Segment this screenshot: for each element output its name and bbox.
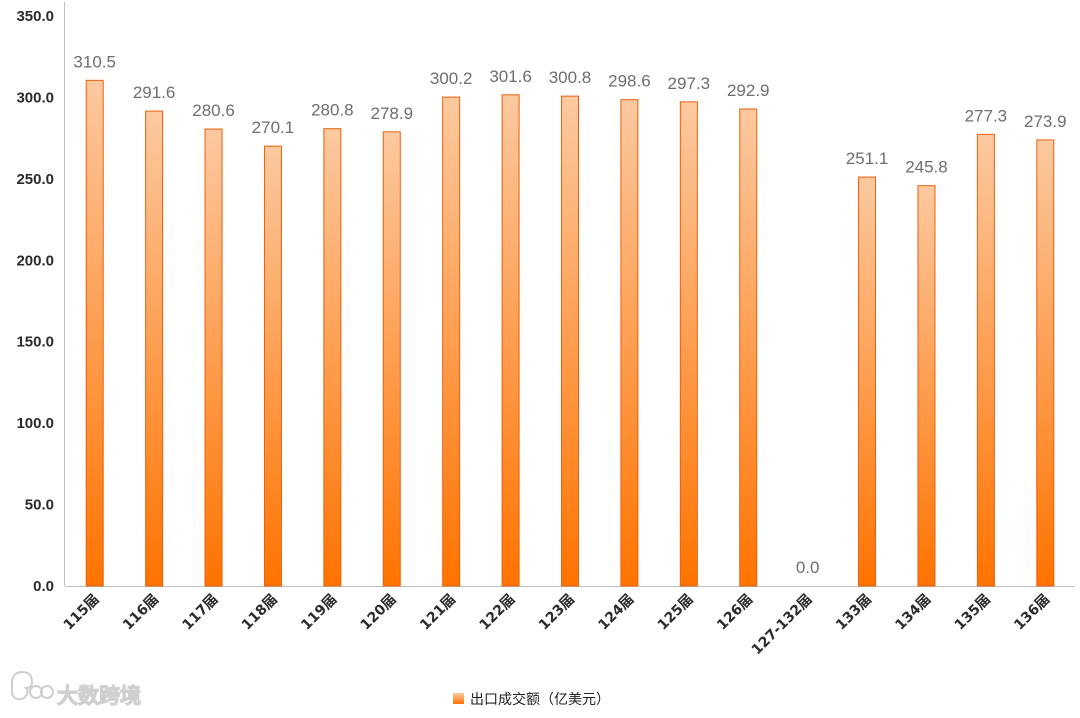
y-tick-label: 0.0 <box>33 578 54 595</box>
data-label: 280.8 <box>311 101 354 120</box>
x-tick-label: 126届 <box>714 592 756 634</box>
data-label: 277.3 <box>965 106 1008 125</box>
bar <box>382 131 401 587</box>
data-label: 300.2 <box>430 69 473 88</box>
y-tick-label: 200.0 <box>16 252 54 269</box>
x-tick-label: 123届 <box>536 592 578 634</box>
bar <box>679 101 698 587</box>
x-tick-label: 117届 <box>179 592 221 634</box>
bar <box>85 79 104 587</box>
data-label: 280.6 <box>192 101 235 120</box>
bar <box>1036 139 1055 587</box>
y-tick-label: 50.0 <box>25 497 54 514</box>
data-label: 278.9 <box>370 104 413 123</box>
bar <box>442 96 461 587</box>
data-label: 291.6 <box>133 83 176 102</box>
legend: 出口成交额（亿美元） <box>453 691 610 708</box>
y-tick-label: 100.0 <box>16 415 54 432</box>
x-tick-label: 116届 <box>120 592 162 634</box>
bar <box>263 145 282 587</box>
x-tick-label: 134届 <box>892 592 934 634</box>
data-label: 298.6 <box>608 72 651 91</box>
bar <box>858 176 877 587</box>
data-label: 270.1 <box>252 118 295 137</box>
x-tick-label: 120届 <box>358 592 400 634</box>
y-tick-label: 300.0 <box>16 89 54 106</box>
x-tick-label: 125届 <box>655 592 697 634</box>
y-axis: 0.0 50.0 100.0 150.0 200.0 250.0 300.0 350.0 <box>16 2 65 595</box>
y-tick-label: 250.0 <box>16 171 54 188</box>
watermark-text: 大数跨境 <box>57 684 141 708</box>
x-axis: 115届 116届 117届 118届 119届 120届 121届 122届 123届 124届… <box>61 586 1075 659</box>
bar <box>917 185 936 587</box>
x-tick-label: 133届 <box>833 592 875 634</box>
watermark: 大数跨境 <box>11 670 142 709</box>
bar <box>204 128 223 587</box>
x-tick-label: 124届 <box>595 592 637 634</box>
data-label: 245.8 <box>905 158 948 177</box>
legend-swatch <box>453 693 464 704</box>
x-tick-label: 118届 <box>239 592 281 634</box>
data-label: 300.8 <box>549 68 592 87</box>
x-tick-label: 115届 <box>61 592 103 634</box>
x-tick-label: 121届 <box>417 592 459 634</box>
bar <box>561 95 579 587</box>
data-label: 297.3 <box>668 74 711 93</box>
data-label: 273.9 <box>1024 112 1067 131</box>
data-labels: 310.5 291.6 280.6 270.1 280.8 278.9 300.2 301.6… <box>73 52 1066 577</box>
x-tick-label: 122届 <box>477 592 519 634</box>
data-label: 251.1 <box>846 149 889 168</box>
x-tick-label: 136届 <box>1011 592 1053 634</box>
data-label: 292.9 <box>727 81 770 100</box>
bar <box>145 110 164 587</box>
bar <box>501 94 520 587</box>
data-label: 0.0 <box>796 558 820 577</box>
x-tick-label: 119届 <box>298 592 340 634</box>
data-label: 301.6 <box>489 67 532 86</box>
legend-label: 出口成交额（亿美元） <box>470 691 610 708</box>
y-tick-label: 150.0 <box>16 334 54 351</box>
bar <box>620 99 639 587</box>
data-label: 310.5 <box>73 52 116 71</box>
elephant-logo-icon <box>11 670 54 701</box>
bar <box>976 133 995 587</box>
bar <box>323 128 342 587</box>
x-tick-label: 135届 <box>952 592 994 634</box>
x-tick-label: 127-132届 <box>749 592 816 659</box>
bar-series <box>85 79 1055 587</box>
y-tick-label: 350.0 <box>16 8 54 25</box>
bar <box>739 108 758 587</box>
